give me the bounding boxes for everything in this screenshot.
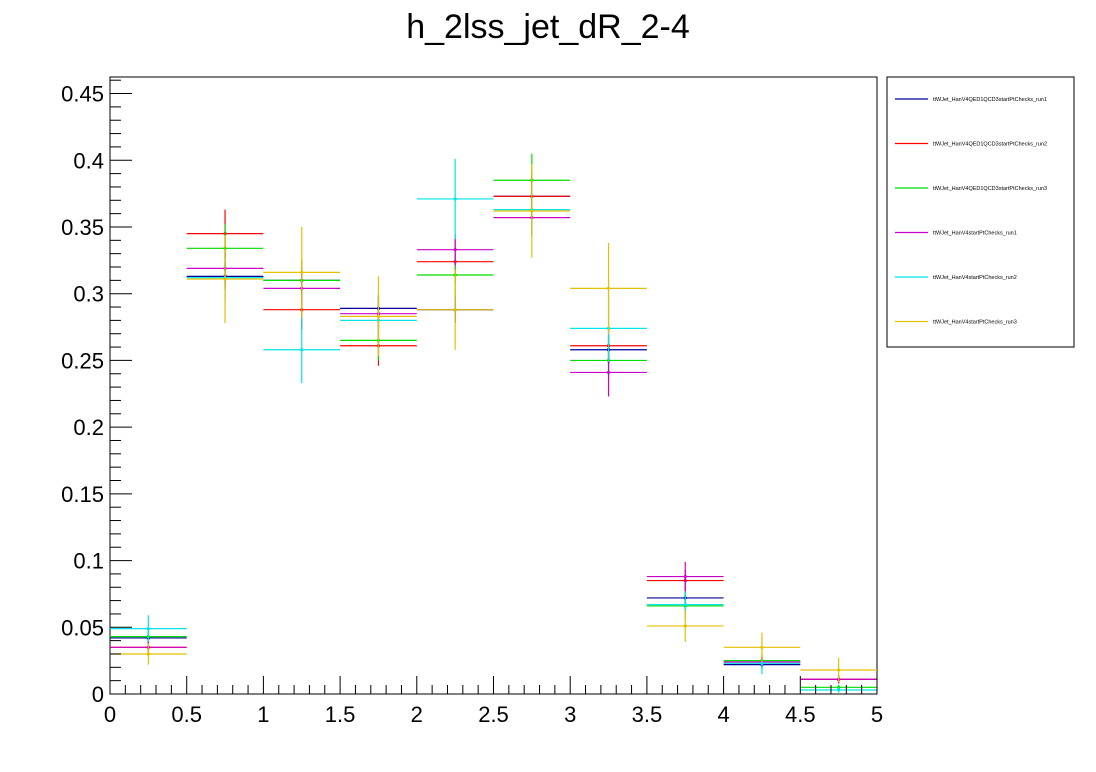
legend-entry: ttWJet_HanV4startPtChecks_run1 — [895, 231, 1017, 237]
y-tick-label: 0.4 — [73, 148, 104, 173]
x-tick-label: 3 — [564, 702, 576, 727]
y-tick-label: 0.05 — [61, 615, 104, 640]
data-point — [683, 624, 687, 628]
data-point — [760, 645, 764, 649]
data-point — [453, 197, 457, 201]
chart-title: h_2lss_jet_dR_2-4 — [406, 8, 690, 46]
y-tick-label: 0.35 — [61, 215, 104, 240]
legend-entry: ttWJet_HanV4startPtChecks_run3 — [895, 320, 1017, 326]
x-tick-label: 2 — [411, 702, 423, 727]
plot-area — [109, 76, 878, 695]
data-point — [376, 314, 381, 318]
legend-label: ttWJet_HanV4startPtChecks_run2 — [933, 275, 1017, 281]
x-tick-label: 1.5 — [325, 702, 356, 727]
data-point — [453, 308, 457, 312]
data-point — [146, 627, 150, 631]
y-tick-label: 0.45 — [61, 82, 104, 107]
legend-entry: ttWJet_HanV4QED1QCD3startPtChecks_run2 — [895, 142, 1047, 148]
legend-entry: ttWJet_HanV4startPtChecks_run2 — [895, 275, 1017, 281]
x-tick-label: 3.5 — [632, 702, 663, 727]
data-point — [606, 286, 611, 290]
data-point — [837, 668, 841, 672]
y-tick-label: 0 — [92, 682, 104, 707]
data-point — [453, 248, 457, 252]
series-6 — [110, 164, 877, 682]
y-tick-label: 0.1 — [73, 549, 104, 574]
data-point — [530, 209, 534, 213]
x-tick-label: 0.5 — [171, 702, 202, 727]
y-tick-label: 0.3 — [73, 282, 104, 307]
x-tick-label: 5 — [871, 702, 883, 727]
y-tick-label: 0.15 — [61, 482, 104, 507]
x-tick-label: 0 — [104, 702, 116, 727]
data-point — [300, 348, 304, 352]
x-tick-label: 4.5 — [785, 702, 816, 727]
legend-label: ttWJet_HanV4startPtChecks_run1 — [933, 231, 1017, 237]
data-point — [146, 652, 150, 656]
legend-label: ttWJet_HanV4QED1QCD3startPtChecks_run3 — [933, 186, 1047, 192]
x-tick-label: 2.5 — [478, 702, 509, 727]
axes: 0 0.5 1 1.5 2 2.5 3 3.5 4 4.5 5 0 0.05 0.1 0.15 0.2 0.25… — [61, 79, 883, 727]
x-tick-label: 1 — [257, 702, 269, 727]
data-point — [683, 602, 687, 607]
legend-label: ttWJet_HanV4startPtChecks_run3 — [933, 320, 1017, 326]
data-point — [760, 661, 764, 665]
legend-entry: ttWJet_HanV4QED1QCD3startPtChecks_run1 — [895, 97, 1047, 103]
data-point — [837, 688, 841, 692]
legend-entry: ttWJet_HanV4QED1QCD3startPtChecks_run3 — [895, 186, 1047, 192]
x-tick-label: 4 — [717, 702, 729, 727]
legend-box — [886, 76, 1075, 348]
y-tick-label: 0.2 — [73, 415, 104, 440]
y-tick-label: 0.25 — [61, 348, 104, 373]
data-point — [300, 270, 304, 274]
data-point — [683, 574, 687, 579]
legend: ttWJet_HanV4QED1QCD3startPtChecks_run1tt… — [886, 76, 1075, 348]
legend-label: ttWJet_HanV4QED1QCD3startPtChecks_run1 — [933, 97, 1047, 103]
data-point — [223, 277, 227, 281]
legend-label: ttWJet_HanV4QED1QCD3startPtChecks_run2 — [933, 142, 1047, 148]
data-point — [606, 370, 611, 375]
